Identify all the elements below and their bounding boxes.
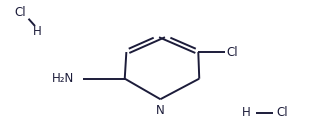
- Text: H₂N: H₂N: [52, 72, 75, 85]
- Text: Cl: Cl: [226, 45, 238, 59]
- Text: Cl: Cl: [14, 6, 26, 19]
- Text: H: H: [242, 106, 251, 119]
- Text: Cl: Cl: [276, 106, 288, 119]
- Text: H: H: [33, 25, 42, 38]
- Text: N: N: [156, 104, 165, 117]
